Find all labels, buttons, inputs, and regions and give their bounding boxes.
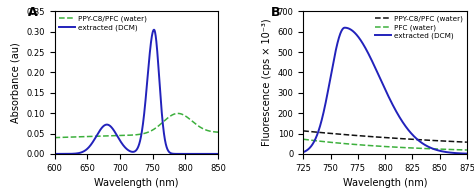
PPY-C8/PFC (water) (428, 139, 434, 142)
PPY-C8/PFC (water) (131, 134, 137, 136)
PFC (water) (366, 144, 372, 147)
PFC (water) (413, 147, 419, 149)
PFC (water) (428, 148, 434, 150)
extracted (DCM) (215, 153, 221, 155)
PPY-C8/PFC (water) (210, 131, 216, 133)
Line: extracted (DCM): extracted (DCM) (303, 28, 467, 154)
extracted (DCM) (464, 153, 470, 155)
extracted (DCM) (428, 147, 434, 149)
extracted (DCM) (60, 153, 66, 155)
PFC (water) (301, 138, 306, 140)
PPY-C8/PFC (water) (52, 136, 57, 139)
PPY-C8/PFC (water) (373, 136, 378, 138)
PFC (water) (431, 148, 437, 150)
Y-axis label: Fluorescence (cps × 10⁻³): Fluorescence (cps × 10⁻³) (262, 19, 272, 146)
PPY-C8/PFC (water) (181, 114, 186, 116)
PFC (water) (373, 145, 378, 147)
Text: A: A (28, 6, 38, 19)
extracted (DCM) (181, 153, 186, 155)
X-axis label: Wavelength (nm): Wavelength (nm) (94, 178, 179, 188)
extracted (DCM) (127, 150, 133, 152)
extracted (DCM) (301, 151, 306, 153)
PFC (water) (317, 140, 323, 142)
Legend: PPY-C8/PFC (water), extracted (DCM): PPY-C8/PFC (water), extracted (DCM) (58, 15, 147, 31)
PFC (water) (464, 149, 470, 151)
Legend: PPY-C8/PFC (water), PFC (water), extracted (DCM): PPY-C8/PFC (water), PFC (water), extract… (374, 15, 463, 40)
extracted (DCM) (431, 148, 437, 150)
extracted (DCM) (317, 125, 323, 127)
PPY-C8/PFC (water) (431, 139, 437, 142)
extracted (DCM) (210, 153, 216, 155)
extracted (DCM) (131, 150, 137, 153)
PPY-C8/PFC (water) (464, 141, 470, 143)
PPY-C8/PFC (water) (210, 131, 216, 133)
Line: PFC (water): PFC (water) (303, 139, 467, 150)
PPY-C8/PFC (water) (301, 130, 306, 132)
Text: B: B (271, 6, 280, 19)
X-axis label: Wavelength (nm): Wavelength (nm) (343, 178, 428, 188)
PPY-C8/PFC (water) (175, 112, 181, 115)
extracted (DCM) (413, 137, 419, 139)
PPY-C8/PFC (water) (60, 136, 66, 139)
PPY-C8/PFC (water) (413, 138, 419, 141)
Line: extracted (DCM): extracted (DCM) (55, 30, 218, 154)
extracted (DCM) (210, 153, 216, 155)
PPY-C8/PFC (water) (215, 131, 221, 133)
PPY-C8/PFC (water) (317, 131, 323, 134)
extracted (DCM) (342, 27, 347, 29)
PPY-C8/PFC (water) (366, 135, 372, 138)
Line: PPY-C8/PFC (water): PPY-C8/PFC (water) (55, 113, 218, 138)
extracted (DCM) (52, 153, 57, 155)
extracted (DCM) (367, 55, 373, 57)
PPY-C8/PFC (water) (127, 134, 133, 136)
extracted (DCM) (151, 28, 157, 31)
extracted (DCM) (373, 67, 378, 70)
Y-axis label: Absorbance (au): Absorbance (au) (11, 42, 21, 123)
Line: PPY-C8/PFC (water): PPY-C8/PFC (water) (303, 131, 467, 142)
